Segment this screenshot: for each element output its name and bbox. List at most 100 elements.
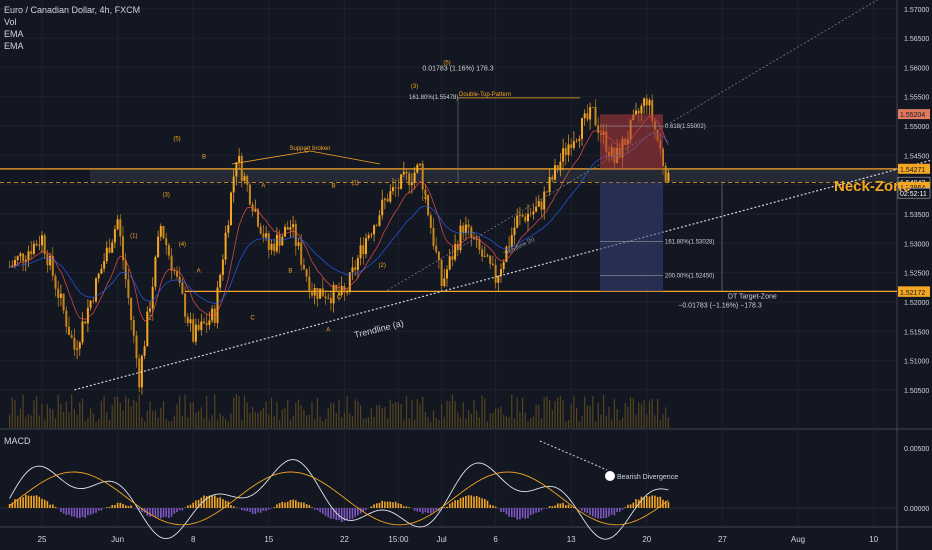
volume-bar (522, 397, 524, 428)
macd-histogram-bar (33, 495, 35, 508)
candle-body (543, 191, 546, 210)
macd-histogram-bar (494, 506, 497, 508)
volume-bar (562, 400, 564, 428)
candle-body (300, 242, 303, 265)
candle-body (151, 286, 154, 309)
macd-histogram-bar (195, 500, 197, 508)
volume-bar (567, 419, 570, 428)
candle-body (340, 285, 343, 296)
candle-body (294, 224, 297, 246)
candle-body (324, 296, 327, 299)
volume-bar (667, 417, 669, 428)
candle-body (459, 225, 462, 251)
volume-bar (181, 416, 183, 428)
macd-histogram-bar (146, 508, 149, 516)
macd-histogram-bar (554, 505, 556, 508)
dt-target-label: DT Target-Zone (728, 293, 777, 300)
macd-histogram-bar (130, 505, 132, 508)
candle-body (467, 224, 470, 228)
macd-histogram-bar (251, 508, 254, 514)
volume-bar (27, 414, 30, 428)
volume-bar (478, 417, 480, 428)
volume-bar (627, 406, 629, 428)
top-range-label: 0.01783 (1.16%) 178.3 (422, 65, 493, 72)
macd-histogram-bar (392, 502, 394, 508)
volume-bar (84, 421, 86, 428)
macd-histogram-bar (357, 508, 359, 516)
candle-body (216, 287, 219, 323)
macd-histogram-bar (214, 495, 216, 508)
volume-bar (252, 407, 254, 428)
macd-histogram-bar (384, 501, 386, 508)
volume-bar (225, 419, 227, 428)
macd-histogram-bar (581, 508, 583, 511)
indicator-ema-1[interactable]: EMA (4, 29, 24, 39)
macd-histogram-bar (43, 499, 46, 508)
macd-histogram-bar (95, 508, 97, 513)
macd-histogram-bar (359, 508, 362, 514)
volume-bar (41, 403, 43, 428)
macd-histogram-bar (586, 508, 589, 514)
macd-histogram-bar (87, 508, 89, 516)
volume-bar (659, 420, 661, 428)
indicator-ema-2[interactable]: EMA (4, 41, 24, 51)
candle-body (138, 358, 141, 388)
countdown-tag (897, 187, 931, 199)
macd-histogram-bar (319, 508, 321, 513)
candle-body (54, 275, 57, 289)
macd-histogram-bar (378, 502, 381, 508)
volume-bar (470, 413, 472, 428)
candle-body (257, 209, 259, 227)
macd-histogram-bar (60, 508, 62, 513)
macd-histogram-bar (281, 501, 284, 508)
symbol-title[interactable]: Euro / Canadian Dollar, 4h, FXCM (4, 5, 141, 15)
y-tick-label: 1.52500 (904, 271, 929, 278)
volume-bar (373, 417, 375, 428)
macd-histogram-bar (22, 497, 24, 508)
macd-indicator-label[interactable]: MACD (4, 436, 31, 446)
volume-bar (219, 413, 221, 428)
volume-bar (638, 402, 640, 428)
volume-bar (162, 401, 165, 428)
volume-bar (546, 396, 548, 428)
volume-bar (492, 413, 494, 428)
volume-bar (570, 404, 572, 428)
volume-bar (611, 419, 613, 428)
candle-body (68, 326, 70, 336)
candle-body (238, 156, 241, 163)
volume-bar (616, 408, 618, 428)
volume-bar (389, 399, 391, 428)
wave-label: (4) (179, 242, 186, 248)
candle-body (143, 346, 146, 356)
candle-body (437, 251, 440, 261)
macd-histogram-bar (308, 504, 311, 508)
macd-histogram-bar (616, 508, 618, 513)
volume-bar (419, 404, 421, 428)
volume-bar (532, 416, 534, 428)
macd-histogram-bar (192, 502, 194, 508)
macd-histogram-bar (8, 504, 11, 508)
bearish-divergence-label: Bearish Divergence (617, 474, 678, 481)
candle-body (500, 269, 502, 276)
wave-label: (2) (146, 316, 153, 322)
candle-body (149, 308, 151, 312)
candle-body (454, 244, 457, 260)
macd-histogram-bar (176, 508, 178, 513)
volume-bar (168, 421, 170, 428)
macd-histogram-bar (451, 502, 454, 508)
macd-histogram-bar (432, 508, 435, 513)
indicator-vol[interactable]: Vol (4, 17, 17, 27)
candle-body (292, 224, 295, 228)
wave-label: (2) (379, 263, 386, 269)
candle-body (62, 293, 65, 311)
x-tick-label: 13 (567, 535, 576, 544)
fib-level-label: 200.00%(1.52450) (665, 274, 714, 280)
volume-bar (524, 412, 526, 428)
macd-histogram-bar (470, 495, 473, 508)
macd-histogram-bar (351, 508, 354, 519)
macd-histogram-bar (381, 500, 383, 508)
volume-bar (36, 396, 38, 428)
candle-body (167, 245, 170, 256)
volume-bar (387, 418, 389, 428)
